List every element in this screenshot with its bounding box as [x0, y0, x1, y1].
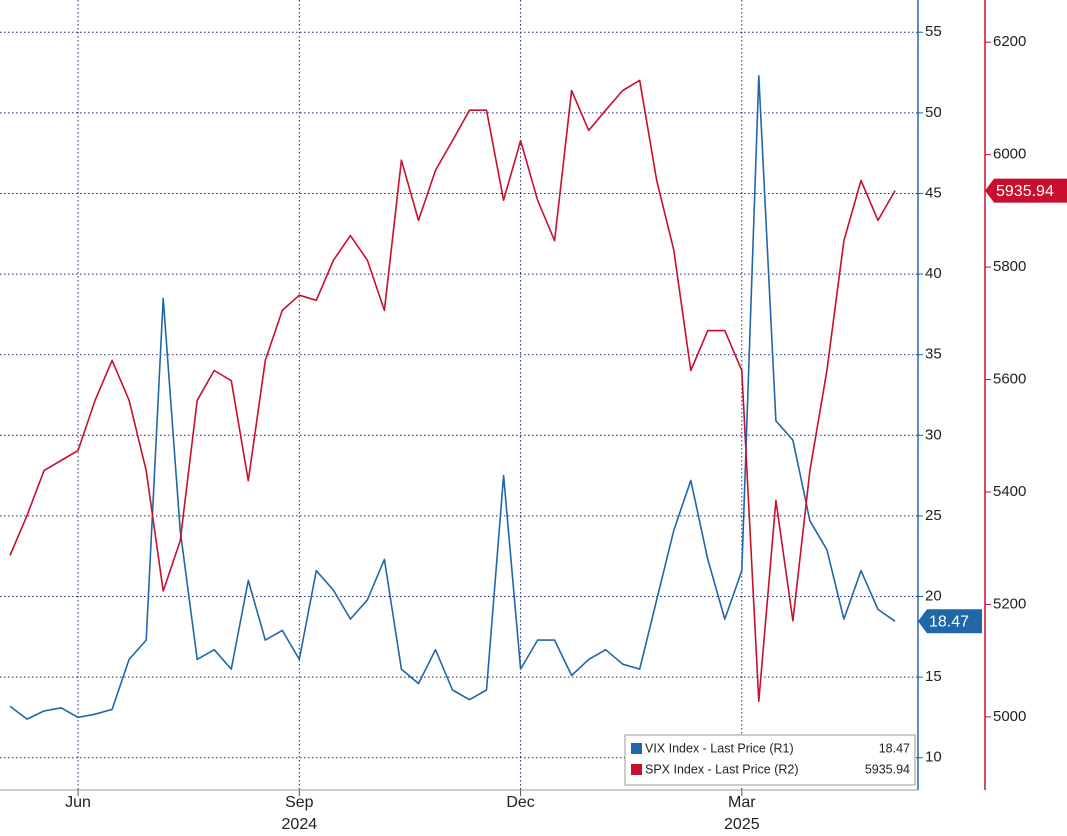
legend-swatch: [631, 764, 642, 775]
legend-swatch: [631, 743, 642, 754]
y-tick-label: 35: [925, 346, 942, 363]
legend-value: 18.47: [879, 741, 910, 755]
x-tick-label: Dec: [506, 794, 535, 811]
y-tick-label: 40: [925, 265, 942, 282]
y-tick-label: 50: [925, 104, 942, 121]
legend-value: 5935.94: [865, 762, 910, 776]
legend-label: VIX Index - Last Price (R1): [645, 741, 794, 755]
y-tick-label: 20: [925, 587, 942, 604]
y2-tick-label: 5400: [993, 483, 1026, 500]
legend: [624, 734, 916, 786]
y2-tick-label: 6000: [993, 146, 1026, 163]
y-tick-label: 25: [925, 507, 942, 524]
y-tick-label: 10: [925, 749, 942, 766]
y2-tick-label: 5000: [993, 708, 1026, 725]
y-tick-label: 30: [925, 426, 942, 443]
x-tick-label: Mar 2025: [724, 794, 760, 833]
value-badge-label: 5935.94: [996, 183, 1054, 200]
value-badge: [918, 609, 982, 634]
y-tick-label: 45: [925, 184, 942, 201]
y2-tick-label: 5800: [993, 258, 1026, 275]
series-line: [9, 75, 896, 720]
value-badge: [985, 178, 1067, 203]
y-tick-label: 15: [925, 668, 942, 685]
y-tick-label: 55: [925, 23, 942, 40]
y2-tick-label: 6200: [993, 33, 1026, 50]
y2-tick-label: 5200: [993, 595, 1026, 612]
value-badge-label: 18.47: [929, 613, 969, 630]
y2-tick-label: 5600: [993, 371, 1026, 388]
x-tick-label: Jun: [65, 794, 91, 811]
x-tick-label: Sep 2024: [281, 794, 318, 833]
series-line: [9, 79, 896, 702]
legend-label: SPX Index - Last Price (R2): [645, 762, 799, 776]
